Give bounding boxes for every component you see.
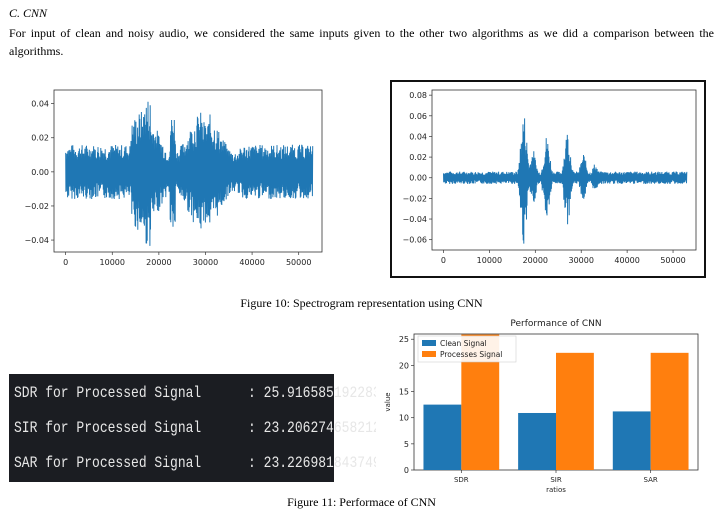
- bar-sar-0: [612, 411, 651, 470]
- legend-swatch: [422, 351, 436, 357]
- legend-swatch: [422, 340, 436, 346]
- metric-value: : 25.916585192283303: [248, 384, 405, 402]
- x-tick-label: 50000: [660, 256, 685, 265]
- x-tick-label: 10000: [100, 258, 125, 267]
- y-tick-label: 15: [399, 388, 409, 397]
- x-tick-label: 20000: [523, 256, 548, 265]
- x-tick-label: SIR: [550, 476, 562, 484]
- bar-sir-1: [556, 352, 594, 470]
- y-tick-label: 0.08: [409, 91, 427, 100]
- metric-value: : 23.226981843749744: [248, 454, 405, 472]
- x-tick-label: 10000: [477, 256, 502, 265]
- bar-sdr-0: [423, 404, 462, 470]
- y-tick-label: 0.02: [31, 134, 49, 143]
- performance-bar-chart: Performance of CNN 0 5 10 15 20 25 SDR SIR SAR rat…: [384, 319, 699, 494]
- section-heading: C. CNN: [9, 6, 48, 20]
- x-axis-label: ratios: [546, 486, 566, 494]
- y-tick-label: 0.04: [31, 100, 49, 109]
- right-waveform-panel: 0 10000 20000 30000 40000 50000 0.08 0.06 0.04 0.…: [390, 80, 706, 278]
- metric-label: SDR for Processed Signal: [14, 384, 202, 402]
- x-tick-label: SDR: [454, 476, 469, 484]
- y-tick-label: 10: [399, 414, 409, 423]
- chart-legend: Clean Signal Processes Signal: [417, 335, 517, 363]
- performance-chart-panel: Performance of CNN 0 5 10 15 20 25 SDR SIR SAR rat…: [376, 314, 706, 496]
- x-tick-label: 30000: [193, 258, 218, 267]
- legend-entry: Clean Signal: [440, 339, 487, 348]
- figure10-caption: Figure 10: Spectrogram representation us…: [240, 296, 483, 310]
- y-tick-label: 25: [399, 335, 409, 344]
- y-tick-label: 0.02: [409, 153, 427, 162]
- y-tick-label: −0.06: [402, 236, 427, 245]
- waveform-line: [443, 118, 688, 244]
- x-tick-label: SAR: [644, 476, 658, 484]
- x-tick-label: 40000: [239, 258, 264, 267]
- left-waveform-plot: 0 10000 20000 30000 40000 50000 0.04 0.02 0.00 −0…: [24, 89, 323, 267]
- x-tick-label: 30000: [568, 256, 593, 265]
- y-tick-label: 0.00: [409, 174, 427, 183]
- y-tick-label: −0.02: [24, 202, 49, 211]
- x-tick-label: 0: [441, 256, 446, 265]
- y-tick-label: 5: [404, 440, 409, 449]
- x-tick-label: 50000: [286, 258, 311, 267]
- y-tick-label: 0: [404, 466, 409, 475]
- metric-line-sar: SAR for Processed Signal : 23.2269818437…: [14, 454, 404, 472]
- bar-sar-1: [650, 352, 689, 470]
- metric-value: : 23.206274658212198: [248, 419, 405, 437]
- chart-title: Performance of CNN: [510, 319, 601, 329]
- y-tick-label: −0.04: [24, 236, 49, 245]
- y-tick-label: −0.04: [402, 215, 427, 224]
- figure11-caption: Figure 11: Performace of CNN: [287, 495, 436, 509]
- x-tick-label: 40000: [614, 256, 639, 265]
- y-tick-label: 0.06: [409, 112, 427, 121]
- y-tick-label: 0.04: [409, 132, 427, 141]
- metrics-console: SDR for Processed Signal : 25.9165851922…: [9, 374, 404, 482]
- metric-label: SAR for Processed Signal: [14, 454, 202, 472]
- metric-label: SIR for Processed Signal: [14, 419, 202, 437]
- section-paragraph: For input of clean and noisy audio, we c…: [9, 26, 714, 58]
- x-tick-label: 0: [63, 258, 68, 267]
- metric-line-sir: SIR for Processed Signal : 23.2062746582…: [14, 419, 404, 437]
- waveform-line: [65, 101, 314, 246]
- left-waveform-panel: 0 10000 20000 30000 40000 50000 0.04 0.02 0.00 −0…: [9, 80, 329, 278]
- y-tick-label: 0.00: [31, 168, 49, 177]
- metric-line-sdr: SDR for Processed Signal : 25.9165851922…: [14, 384, 404, 402]
- right-waveform-plot: 0 10000 20000 30000 40000 50000 0.08 0.06 0.04 0.…: [402, 89, 697, 265]
- x-tick-label: 20000: [146, 258, 171, 267]
- legend-entry: Processes Signal: [440, 350, 502, 359]
- y-tick-label: 20: [399, 361, 409, 370]
- y-tick-label: −0.02: [402, 194, 427, 203]
- bar-sir-0: [518, 412, 556, 470]
- y-axis-label: value: [384, 392, 392, 411]
